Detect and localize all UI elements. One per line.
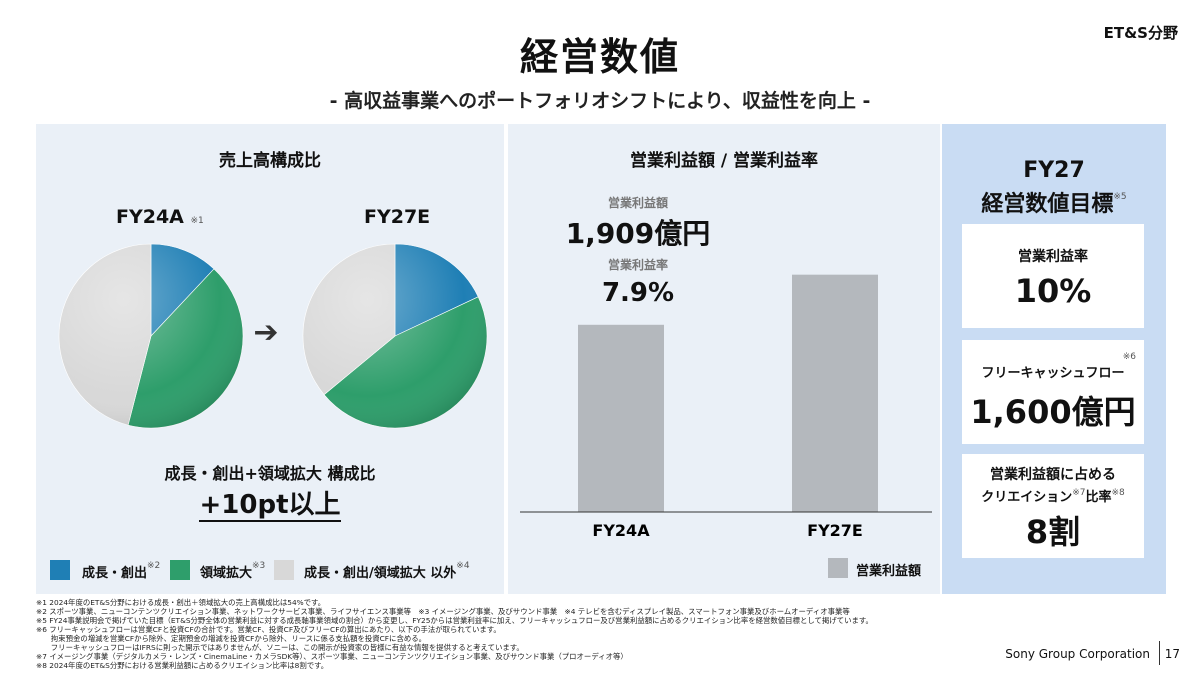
target-fcf-label: フリーキャッシュフロー — [981, 366, 1125, 381]
company-name: Sony Group Corporation — [1005, 647, 1150, 661]
target-creation-label-2: クリエイション※7比率※8 — [981, 488, 1125, 505]
pie-fy27-shading — [303, 244, 487, 428]
target-op-margin-label: 営業利益率 — [1018, 249, 1088, 265]
page-title: 経営数値 — [519, 35, 680, 79]
footnote-4: ※6 フリーキャッシュフローは営業CFと投資CFの合計です。営業CF、投資CF及… — [36, 625, 501, 634]
target-fcf-note: ※6 — [1122, 352, 1136, 362]
legend-label-expansion: 領域拡大※3 — [200, 561, 266, 581]
bar-fy27e — [792, 274, 878, 512]
footnote-7: ※7 イメージング事業（デジタルカメラ・レンズ・CinemaLine・カメラSD… — [36, 652, 628, 661]
bar-fy24a — [578, 324, 664, 512]
footnote-1: ※1 2024年度のET&S分野における成長・創出＋領域拡大の売上高構成比は54… — [36, 598, 326, 607]
op-income-label: 営業利益額 — [607, 196, 668, 210]
footnote-2: ※2 スポーツ事業、ニューコンテンツクリエイション事業、ネットワークサービス事業… — [36, 607, 850, 616]
op-margin-value: 7.9% — [601, 278, 675, 308]
target-creation-note-a: ※7 — [1072, 488, 1086, 498]
target-op-margin: 営業利益率 10% — [962, 224, 1144, 328]
legend-label-growth: 成長・創出※2 — [82, 561, 161, 581]
target-creation-value: 8割 — [1025, 513, 1081, 551]
sales-composition-panel: 売上高構成比 FY24A ※1 FY27E ➔ 成長・創出+領域拡大 構成比 +… — [36, 124, 504, 594]
operating-income-title: 営業利益額 / 営業利益率 — [629, 151, 819, 171]
fy27-targets-panel: FY27 経営数値目標※5 営業利益率 10% ※6 フリーキャッシュフロー 1… — [942, 124, 1166, 594]
legend-label-op-income: 営業利益額 — [856, 564, 922, 579]
target-fcf-value: 1,600億円 — [970, 393, 1136, 431]
composition-caption: 成長・創出+領域拡大 構成比 — [164, 464, 376, 483]
fy27-label: FY27E — [364, 206, 431, 228]
footnote-6: フリーキャッシュフローはIFRSに則った開示ではありませんが、ソニーは、この開示… — [36, 643, 524, 652]
legend-swatch-expansion — [170, 560, 190, 580]
legend-swatch-growth — [50, 560, 70, 580]
bar-group: FY24A FY27E — [578, 274, 878, 540]
op-margin-label: 営業利益率 — [607, 258, 668, 272]
target-creation-label-1: 営業利益額に占める — [990, 467, 1116, 483]
operating-income-panel: 営業利益額 / 営業利益率 営業利益額 1,909億円 営業利益率 7.9% F… — [508, 124, 940, 594]
footnote-3: ※5 FY24事業説明会で掲げていた目標（ET&S分野全体の営業利益に対する成長… — [36, 616, 873, 625]
targets-title-note: ※5 — [1113, 192, 1127, 202]
legend-note-expansion: ※3 — [252, 561, 266, 571]
page-divider — [1159, 641, 1160, 665]
legend-note-growth: ※2 — [147, 561, 161, 571]
arrow-right-icon: ➔ — [253, 315, 278, 350]
page-subtitle: - 高収益事業へのポートフォリオシフトにより、収益性を向上 - — [329, 90, 871, 112]
page-number: 17 — [1164, 647, 1180, 661]
op-income-value: 1,909億円 — [565, 217, 711, 250]
target-creation-ratio: 営業利益額に占める クリエイション※7比率※8 8割 — [962, 454, 1144, 558]
pie-fy24 — [58, 243, 244, 429]
target-op-margin-value: 10% — [1014, 272, 1092, 310]
composition-highlight: +10pt以上 — [36, 484, 504, 522]
targets-title-year: FY27 — [1023, 158, 1085, 183]
target-creation-note-b: ※8 — [1111, 488, 1125, 498]
x-tick-label-fy24a: FY24A — [592, 521, 650, 540]
composition-highlight-value: +10pt以上 — [199, 490, 341, 522]
x-tick-label-fy27e: FY27E — [807, 521, 863, 540]
legend-note-other: ※4 — [456, 561, 470, 571]
fy24-label: FY24A ※1 — [116, 206, 204, 228]
legend-label-other: 成長・創出/領域拡大 以外※4 — [304, 561, 470, 581]
pie-charts: ➔ — [58, 243, 488, 429]
fy24-footnote: ※1 — [190, 216, 204, 226]
pie-fy27 — [302, 243, 488, 429]
footnote-8: ※8 2024年度のET&S分野における営業利益額に占めるクリエイション比率は8… — [36, 661, 329, 670]
segment-label: ET&S分野 — [1103, 24, 1178, 42]
footnote-5: 拘束預金の増減を営業CFから除外、定期預金の増減を投資CFから除外、リースに係る… — [36, 634, 427, 643]
legend-swatch-op-income — [828, 558, 848, 578]
target-fcf: ※6 フリーキャッシュフロー 1,600億円 — [962, 340, 1144, 444]
targets-title: 経営数値目標※5 — [981, 192, 1127, 217]
bar-chart: FY24A FY27E — [520, 274, 932, 540]
pie-fy24-shading — [59, 244, 243, 428]
legend-swatch-other — [274, 560, 294, 580]
footnotes: ※1 2024年度のET&S分野における成長・創出＋領域拡大の売上高構成比は54… — [36, 598, 996, 670]
sales-composition-title: 売上高構成比 — [219, 151, 321, 171]
